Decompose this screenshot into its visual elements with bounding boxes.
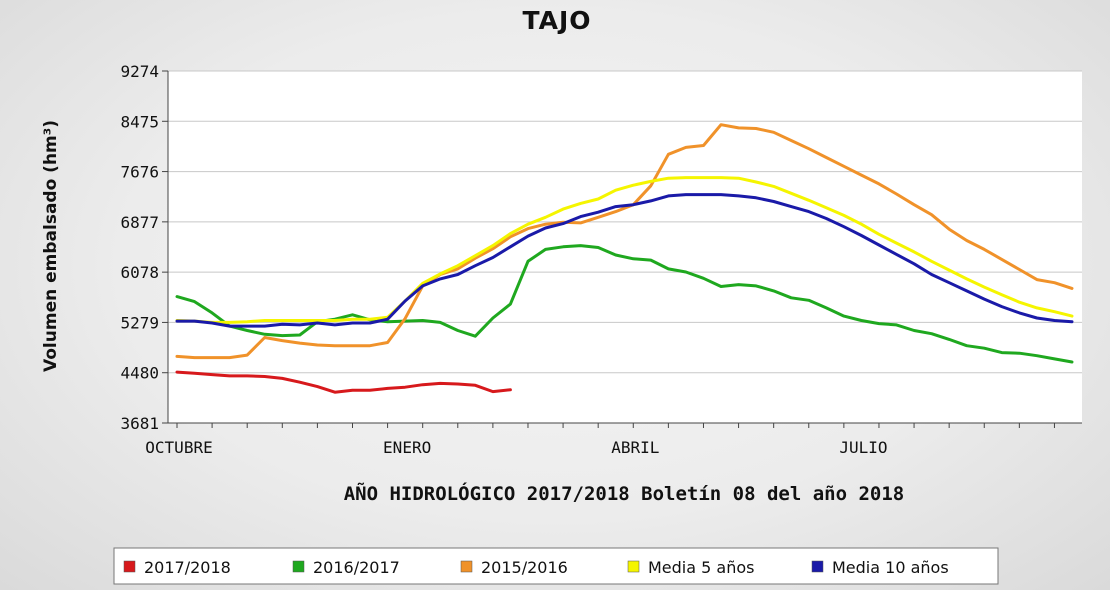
- series-3: [175, 123, 1074, 360]
- legend-swatch: [627, 560, 640, 573]
- series-layer: [175, 123, 1074, 394]
- series-line: [175, 176, 1074, 324]
- y-tick-label: 8475: [120, 112, 159, 131]
- series-5: [175, 193, 1074, 328]
- y-tick-label: 6877: [120, 213, 159, 232]
- legend-label: Media 10 años: [832, 558, 949, 577]
- legend-label: 2017/2018: [144, 558, 231, 577]
- legend-swatch: [123, 560, 136, 573]
- y-tick-label: 6078: [120, 263, 159, 282]
- legend-swatch: [460, 560, 473, 573]
- y-tick-labels: 3681 4480 5279 6078 6877 7676 8475 9274: [120, 62, 168, 433]
- series-line: [175, 123, 1074, 360]
- x-tick-labels: OCTUBRE ENERO ABRIL JULIO: [145, 438, 887, 457]
- series-line: [175, 370, 512, 394]
- legend-box: [113, 547, 999, 585]
- x-tick-label: JULIO: [839, 438, 887, 457]
- chart-title: TAJO: [522, 6, 591, 35]
- legend-label: 2015/2016: [481, 558, 568, 577]
- plot-area: [168, 71, 1082, 423]
- series-1: [175, 370, 512, 394]
- y-tick-label: 4480: [120, 364, 159, 383]
- series-4: [175, 176, 1074, 324]
- y-tick-label: 5279: [120, 313, 159, 332]
- x-tick-label: ENERO: [383, 438, 431, 457]
- y-axis-label: Volumen embalsado (hm³): [41, 120, 61, 372]
- x-tick-label: ABRIL: [611, 438, 659, 457]
- legend-swatch: [292, 560, 305, 573]
- y-tick-label: 3681: [120, 414, 159, 433]
- legend: 2017/2018 2016/2017 2015/2016 Media 5 años M…: [123, 558, 949, 577]
- chart-subtitle: AÑO HIDROLÓGICO 2017/2018 Boletín 08 del…: [344, 481, 905, 505]
- series-line: [175, 193, 1074, 328]
- axes: [167, 71, 1082, 424]
- y-tick-label: 9274: [120, 62, 159, 81]
- x-minor-ticks: [176, 423, 1055, 428]
- legend-swatch: [811, 560, 824, 573]
- y-tick-label: 7676: [120, 163, 159, 182]
- x-tick-label: OCTUBRE: [145, 438, 212, 457]
- legend-label: 2016/2017: [313, 558, 400, 577]
- legend-label: Media 5 años: [648, 558, 754, 577]
